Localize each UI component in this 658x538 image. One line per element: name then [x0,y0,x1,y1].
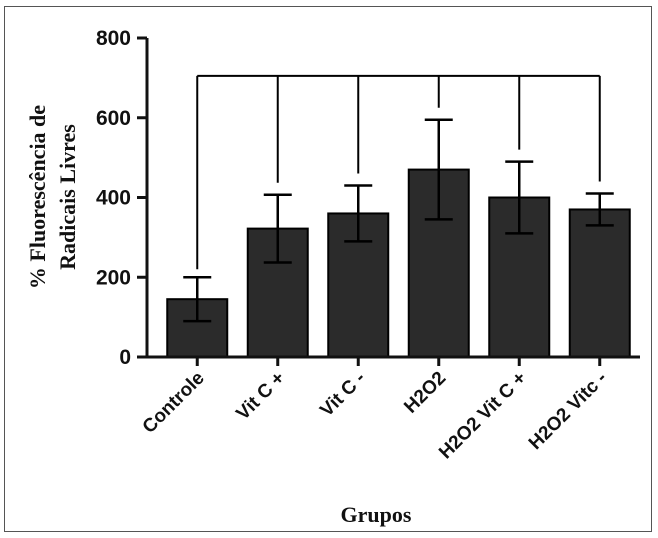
x-axis-title: Grupos [341,502,412,527]
y-tick-label-3: 600 [96,107,131,130]
y-tick-label-0: 0 [119,346,131,369]
y-tick-label-4: 800 [96,27,131,50]
y-tick-label-1: 200 [96,266,131,289]
x-category-label-3: H2O2 [400,368,450,418]
x-category-label-2: Vit C - [316,368,369,421]
y-axis-title-line1: % Fluorescência de [25,105,50,289]
significance-bracket [196,74,601,270]
bar-5 [568,208,631,358]
y-tick-label-2: 400 [96,187,131,210]
x-category-label-1: Vit C + [232,368,289,425]
y-axis-title-line2: Radicais Livres [55,124,80,270]
x-category-label-0: Controle [139,368,209,438]
x-category-label-5: H2O2 Vitc - [525,368,611,454]
axes [137,36,640,366]
bars [166,118,631,358]
